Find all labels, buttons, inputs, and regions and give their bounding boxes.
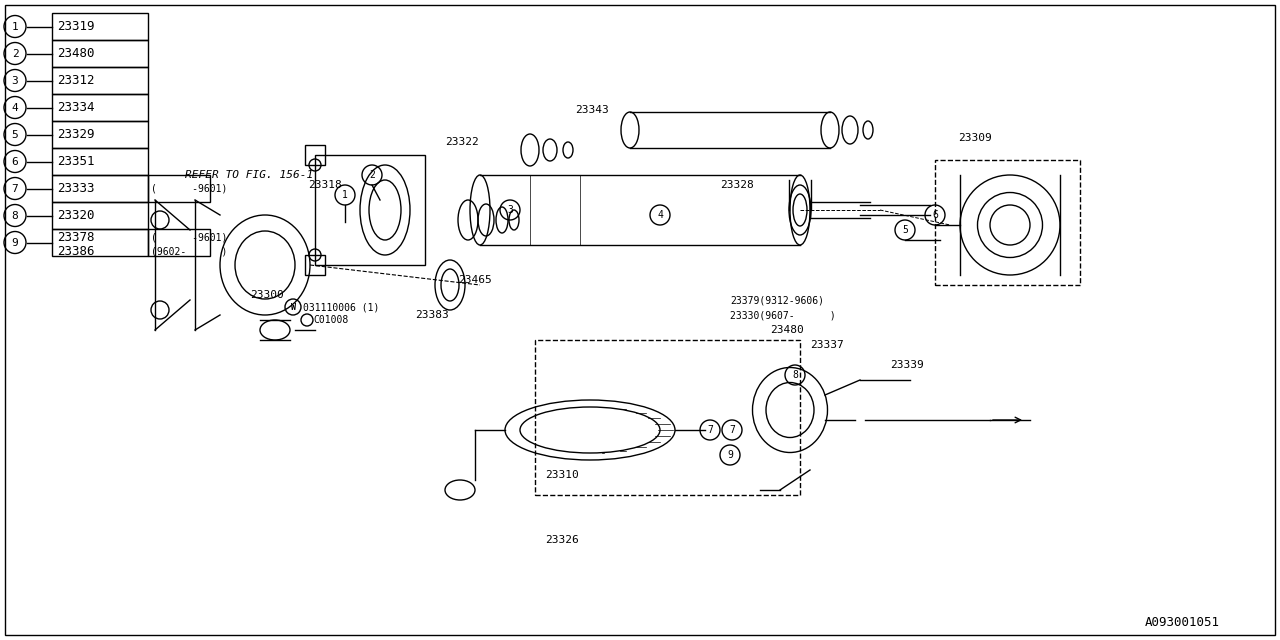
Text: 23337: 23337 — [810, 340, 844, 350]
Text: A093001051: A093001051 — [1146, 616, 1220, 628]
Bar — [52, 175, 148, 202]
Text: 23333: 23333 — [58, 182, 95, 195]
Text: 23343: 23343 — [575, 105, 609, 115]
Text: 5: 5 — [902, 225, 908, 235]
Text: 031110006 (1): 031110006 (1) — [303, 302, 379, 312]
Text: 23310: 23310 — [545, 470, 579, 480]
Text: (      -9601): ( -9601) — [151, 184, 228, 193]
Text: 4: 4 — [12, 102, 18, 113]
Text: 6: 6 — [12, 157, 18, 166]
Bar — [52, 229, 148, 256]
Text: 8: 8 — [792, 370, 797, 380]
Bar — [52, 13, 148, 40]
Bar — [52, 121, 148, 148]
Text: 23351: 23351 — [58, 155, 95, 168]
Bar — [305, 255, 325, 275]
Text: 3: 3 — [507, 205, 513, 215]
Text: 2: 2 — [12, 49, 18, 58]
Bar — [52, 148, 148, 175]
Bar — [148, 175, 210, 202]
Text: 23322: 23322 — [445, 137, 479, 147]
Text: 23386: 23386 — [58, 244, 95, 257]
Text: 7: 7 — [12, 184, 18, 193]
Text: 23318: 23318 — [308, 180, 342, 190]
Bar — [52, 67, 148, 94]
Text: 23300: 23300 — [250, 290, 284, 300]
Text: 23328: 23328 — [721, 180, 754, 190]
Bar — [52, 40, 148, 67]
Text: W: W — [291, 303, 296, 312]
Bar — [305, 145, 325, 165]
Bar — [934, 160, 1080, 285]
Text: 23378: 23378 — [58, 230, 95, 243]
Text: 4: 4 — [657, 210, 663, 220]
Bar — [52, 202, 148, 229]
Text: 9: 9 — [727, 450, 733, 460]
Text: 23309: 23309 — [957, 133, 992, 143]
Text: 23326: 23326 — [545, 535, 579, 545]
Text: 23320: 23320 — [58, 209, 95, 222]
Text: 23480: 23480 — [58, 47, 95, 60]
Text: 7: 7 — [707, 425, 713, 435]
Text: 23480: 23480 — [771, 325, 804, 335]
Text: 2: 2 — [369, 170, 375, 180]
Text: REFER TO FIG. 156-1: REFER TO FIG. 156-1 — [186, 170, 314, 180]
Bar — [315, 155, 425, 265]
Text: 23465: 23465 — [458, 275, 492, 285]
Text: 23319: 23319 — [58, 20, 95, 33]
Text: 23312: 23312 — [58, 74, 95, 87]
Text: 6: 6 — [932, 210, 938, 220]
Text: 23383: 23383 — [415, 310, 449, 320]
Text: 23334: 23334 — [58, 101, 95, 114]
Text: C01008: C01008 — [314, 315, 348, 325]
Text: 1: 1 — [342, 190, 348, 200]
Text: 3: 3 — [12, 76, 18, 86]
Text: 1: 1 — [12, 22, 18, 31]
Text: 23329: 23329 — [58, 128, 95, 141]
Text: 8: 8 — [12, 211, 18, 221]
Text: 7: 7 — [730, 425, 735, 435]
Text: 5: 5 — [12, 129, 18, 140]
Text: (9602-      ): (9602- ) — [151, 246, 228, 256]
Bar — [52, 94, 148, 121]
Text: 9: 9 — [12, 237, 18, 248]
Text: 23330(9607-      ): 23330(9607- ) — [730, 310, 836, 320]
Text: (      -9601): ( -9601) — [151, 232, 228, 242]
Bar — [148, 229, 210, 256]
Text: 23379(9312-9606): 23379(9312-9606) — [730, 295, 824, 305]
Text: 23339: 23339 — [890, 360, 924, 370]
Bar — [535, 340, 800, 495]
